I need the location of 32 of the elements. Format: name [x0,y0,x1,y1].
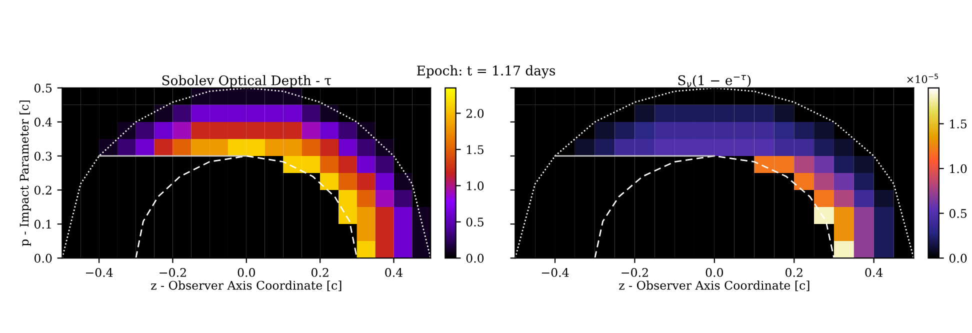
text: Epoch: t = 1.17 days [417,65,556,78]
x-tick-label: 0.2 [786,268,802,277]
color-bar-label: 0.5 [949,209,967,218]
chart-title: S$_{ν}$(1 − e$^{−τ}$) [678,74,751,88]
color-bar-label: 0.0 [466,254,484,263]
x-tick-label: −0.2 [622,268,648,277]
y-tick-label: 0.3 [34,152,52,161]
color-bar-label: 1.0 [950,164,967,174]
y-tick-label: 0.2 [34,186,52,195]
x-axis-title: z - Observer Axis Coordinate [c] [619,280,810,292]
y-tick-label: 0.1 [34,220,51,229]
y-tick-label: 0.4 [34,118,52,127]
y-tick-label: 0.5 [34,84,52,93]
x-axis-title: z - Observer Axis Coordinate [c] [151,280,342,292]
x-tick-label: 0.2 [311,268,328,277]
x-tick-label: 0.4 [865,268,883,277]
x-tick-label: −0.4 [86,268,113,277]
color-bar-label: 0.5 [466,218,484,227]
color-bar-label: 2.0 [466,108,484,118]
x-tick-label: 0.4 [385,268,403,277]
x-tick-label: 0.0 [706,268,724,277]
y-tick-label: 0.0 [34,254,52,263]
color-bar-label: 1.5 [467,145,484,154]
text: ×10$^{−5}$ [907,74,938,84]
color-bar-label: 0.0 [949,254,967,263]
x-tick-label: −0.4 [542,268,569,277]
x-tick-label: 0.0 [238,268,256,277]
x-tick-label: −0.2 [160,268,186,277]
y-axis-title: p - Impact Parameter [c] [20,100,31,246]
color-bar-label: 1.0 [467,181,484,190]
chart-title: Sobolev Optical Depth - τ [162,75,332,88]
color-bar-label: 1.5 [950,119,967,128]
